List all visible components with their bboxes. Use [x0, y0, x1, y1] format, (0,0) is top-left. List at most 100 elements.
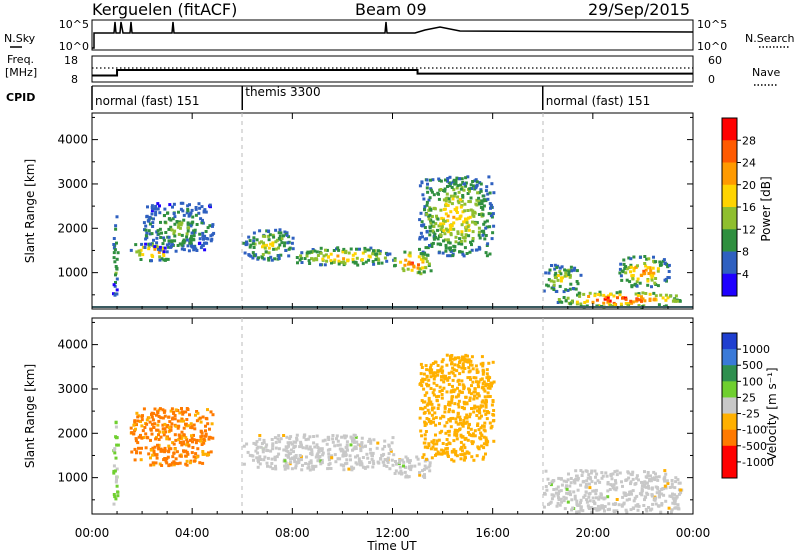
heatmap-cell — [187, 444, 191, 448]
heatmap-cell — [456, 230, 460, 234]
heatmap-cell — [572, 268, 576, 272]
heatmap-cell — [327, 435, 331, 439]
heatmap-cell — [674, 476, 678, 480]
x-tick-label: 04:00 — [175, 526, 210, 540]
heatmap-cell — [474, 405, 478, 409]
heatmap-cell — [427, 402, 431, 406]
heatmap-cell — [261, 253, 265, 256]
heatmap-cell — [484, 198, 488, 202]
heatmap-cell — [585, 498, 589, 502]
heatmap-cell — [186, 452, 190, 456]
heatmap-cell — [626, 470, 630, 474]
heatmap-cell — [467, 216, 470, 220]
heatmap-cell — [432, 381, 436, 385]
heatmap-cell — [169, 425, 173, 429]
heatmap-cell — [437, 438, 441, 442]
heatmap-cell — [481, 206, 484, 210]
freq-tick-bottom: 8 — [71, 73, 78, 86]
heatmap-cell — [598, 290, 602, 294]
heatmap-cell — [436, 364, 440, 367]
heatmap-cell — [581, 470, 585, 474]
heatmap-cell — [255, 238, 259, 242]
heatmap-cell — [652, 255, 655, 259]
heatmap-cell — [668, 494, 672, 498]
heatmap-cell — [309, 459, 313, 463]
heatmap-cell — [440, 371, 444, 375]
heatmap-cell — [308, 460, 312, 464]
heatmap-cell — [187, 424, 191, 428]
heatmap-cell — [461, 453, 465, 457]
heatmap-cell — [476, 392, 480, 396]
heatmap-cell — [443, 410, 447, 414]
heatmap-cell — [201, 218, 204, 222]
heatmap-cell — [625, 278, 629, 282]
velocity-panel-frame — [91, 317, 694, 515]
heatmap-cell — [116, 494, 120, 498]
heatmap-cell — [312, 441, 316, 445]
heatmap-cell — [176, 426, 180, 430]
heatmap-cell — [466, 209, 470, 212]
heatmap-cell — [115, 288, 119, 292]
heatmap-cell — [453, 402, 457, 406]
heatmap-cell — [147, 245, 151, 249]
freq-label-line2: [MHz] — [5, 66, 37, 79]
heatmap-cell — [310, 450, 314, 454]
heatmap-cell — [149, 456, 152, 460]
heatmap-cell — [182, 248, 186, 252]
heatmap-cell — [477, 226, 481, 230]
heatmap-cell — [282, 234, 285, 238]
heatmap-cell — [463, 202, 467, 206]
heatmap-cell — [564, 271, 568, 275]
heatmap-cell — [451, 197, 455, 201]
heatmap-cell — [429, 188, 433, 192]
heatmap-cell — [468, 376, 472, 379]
heatmap-cell — [478, 407, 481, 411]
heatmap-cell — [633, 496, 637, 500]
heatmap-cell — [150, 413, 153, 416]
heatmap-cell — [133, 447, 137, 451]
heatmap-cell — [488, 202, 492, 206]
heatmap-cell — [156, 410, 160, 414]
heatmap-cell — [446, 214, 450, 218]
heatmap-cell — [433, 447, 437, 451]
heatmap-cell — [560, 276, 564, 280]
heatmap-cell — [443, 187, 447, 191]
heatmap-cell — [415, 455, 419, 459]
heatmap-cell — [636, 508, 640, 512]
heatmap-cell — [289, 451, 293, 455]
heatmap-cell — [575, 302, 579, 306]
heatmap-cell — [194, 247, 198, 251]
heatmap-cell — [319, 251, 323, 255]
heatmap-cell — [450, 202, 454, 206]
heatmap-cell — [338, 443, 342, 447]
heatmap-cell — [162, 236, 166, 240]
heatmap-cell — [342, 452, 346, 456]
heatmap-cell — [185, 211, 189, 215]
heatmap-cell — [315, 257, 318, 261]
heatmap-cell — [568, 274, 572, 278]
heatmap-cell — [654, 277, 658, 280]
heatmap-cell — [557, 476, 561, 480]
heatmap-cell — [113, 495, 117, 499]
heatmap-cell — [188, 413, 191, 417]
heatmap-cell — [425, 374, 429, 378]
heatmap-cell — [406, 267, 410, 271]
heatmap-cell — [485, 254, 489, 258]
heatmap-cell — [631, 489, 635, 493]
heatmap-cell — [549, 500, 553, 504]
heatmap-cell — [113, 248, 117, 252]
heatmap-cell — [404, 455, 408, 459]
heatmap-cell — [330, 454, 334, 458]
heatmap-cell — [651, 502, 655, 506]
heatmap-cell — [611, 502, 615, 506]
heatmap-cell — [294, 440, 298, 444]
heatmap-cell — [139, 458, 143, 462]
heatmap-cell — [115, 443, 119, 447]
heatmap-cell — [643, 299, 647, 303]
heatmap-cell — [154, 204, 158, 208]
heatmap-cell — [653, 281, 657, 285]
heatmap-cell — [464, 217, 467, 221]
heatmap-cell — [583, 301, 587, 304]
heatmap-cell — [430, 408, 434, 412]
heatmap-cell — [197, 202, 201, 206]
